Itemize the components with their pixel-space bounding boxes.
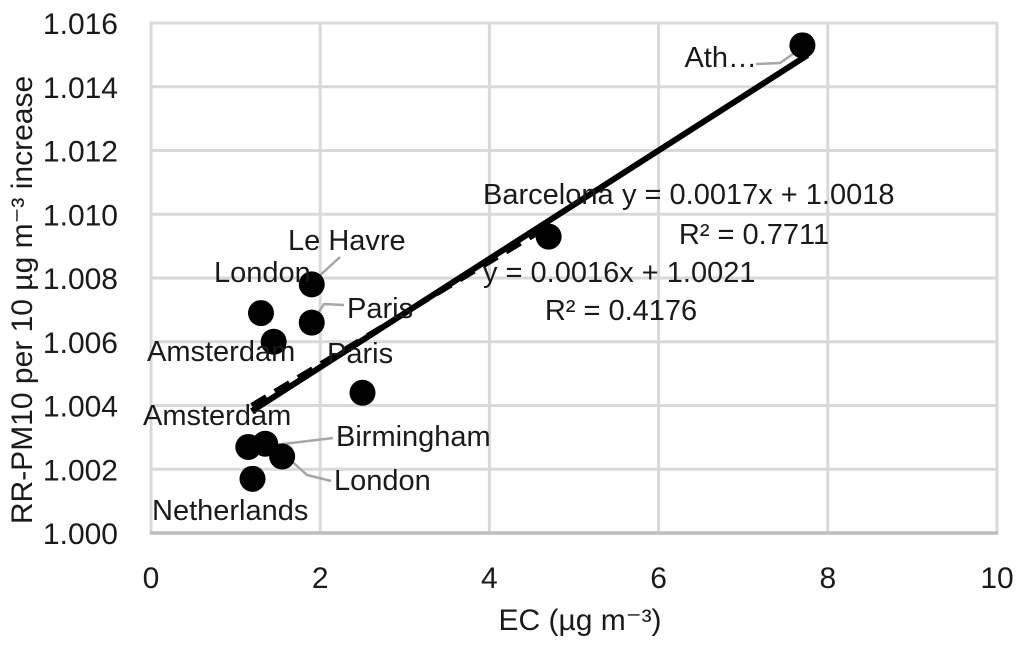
data-point-paris (298, 309, 325, 336)
x-tick-label: 2 (312, 562, 329, 595)
trendline-r-squared: R² = 0.4176 (545, 295, 697, 327)
point-label: Le Havre (288, 225, 406, 257)
data-point-london (269, 443, 296, 470)
point-label: Amsterdam (147, 336, 295, 368)
data-point-paris (349, 379, 376, 406)
y-tick-label: 1.006 (43, 327, 118, 360)
y-tick-label: 1.004 (43, 391, 118, 424)
trendline-annotations: y = 0.0017x + 1.0018 R² = 0.7711 y = 0.001… (483, 179, 895, 327)
point-label: Ath… (684, 42, 757, 74)
y-tick-label: 1.010 (43, 199, 118, 232)
trendline-solid (250, 52, 810, 414)
y-tick-label: 1.014 (43, 72, 118, 105)
trendline-r-squared: R² = 0.7711 (679, 219, 829, 251)
trendlines (250, 52, 810, 414)
point-label: Barcelona (483, 179, 614, 211)
y-tick-label: 1.016 (43, 8, 118, 41)
point-label: Paris (347, 293, 413, 325)
x-tick-label: 0 (143, 562, 160, 595)
label-leader-line (286, 456, 332, 483)
data-point-netherlands (239, 465, 266, 492)
gridlines (149, 21, 999, 535)
point-label: Birmingham (336, 421, 491, 453)
point-label: Amsterdam (143, 400, 291, 432)
x-tick-label: 8 (819, 562, 836, 595)
x-tick-label: 6 (650, 562, 667, 595)
data-point-barcelona (535, 223, 562, 250)
point-label: London (334, 465, 431, 497)
point-label: Netherlands (152, 495, 308, 527)
y-tick-label: 1.000 (43, 518, 118, 551)
y-tick-label: 1.012 (43, 136, 118, 169)
trendline-dashed (250, 226, 547, 408)
data-point-lehavre (298, 271, 325, 298)
trendline-equation: y = 0.0017x + 1.0018 (622, 179, 895, 211)
point-label: Paris (327, 338, 393, 370)
data-point-ath (789, 32, 816, 59)
tick-labels: 0 2 4 6 8 10 1.000 1.002 1.004 1.006 1.008 1.010 1.0… (43, 8, 1014, 595)
y-axis-title: RR-PM10 per 10 µg m⁻³ increase (6, 76, 39, 524)
data-points (235, 32, 816, 492)
y-tick-label: 1.008 (43, 263, 118, 296)
y-tick-label: 1.002 (43, 454, 118, 487)
x-axis-title: EC (µg m⁻³) (498, 604, 661, 637)
trendline-equation: y = 0.0016x + 1.0021 (483, 257, 756, 289)
data-point-amsterdam (260, 328, 287, 355)
x-tick-label: 4 (481, 562, 498, 595)
data-point-london (247, 300, 274, 327)
x-tick-label: 10 (980, 562, 1013, 595)
point-label: London (214, 257, 311, 289)
